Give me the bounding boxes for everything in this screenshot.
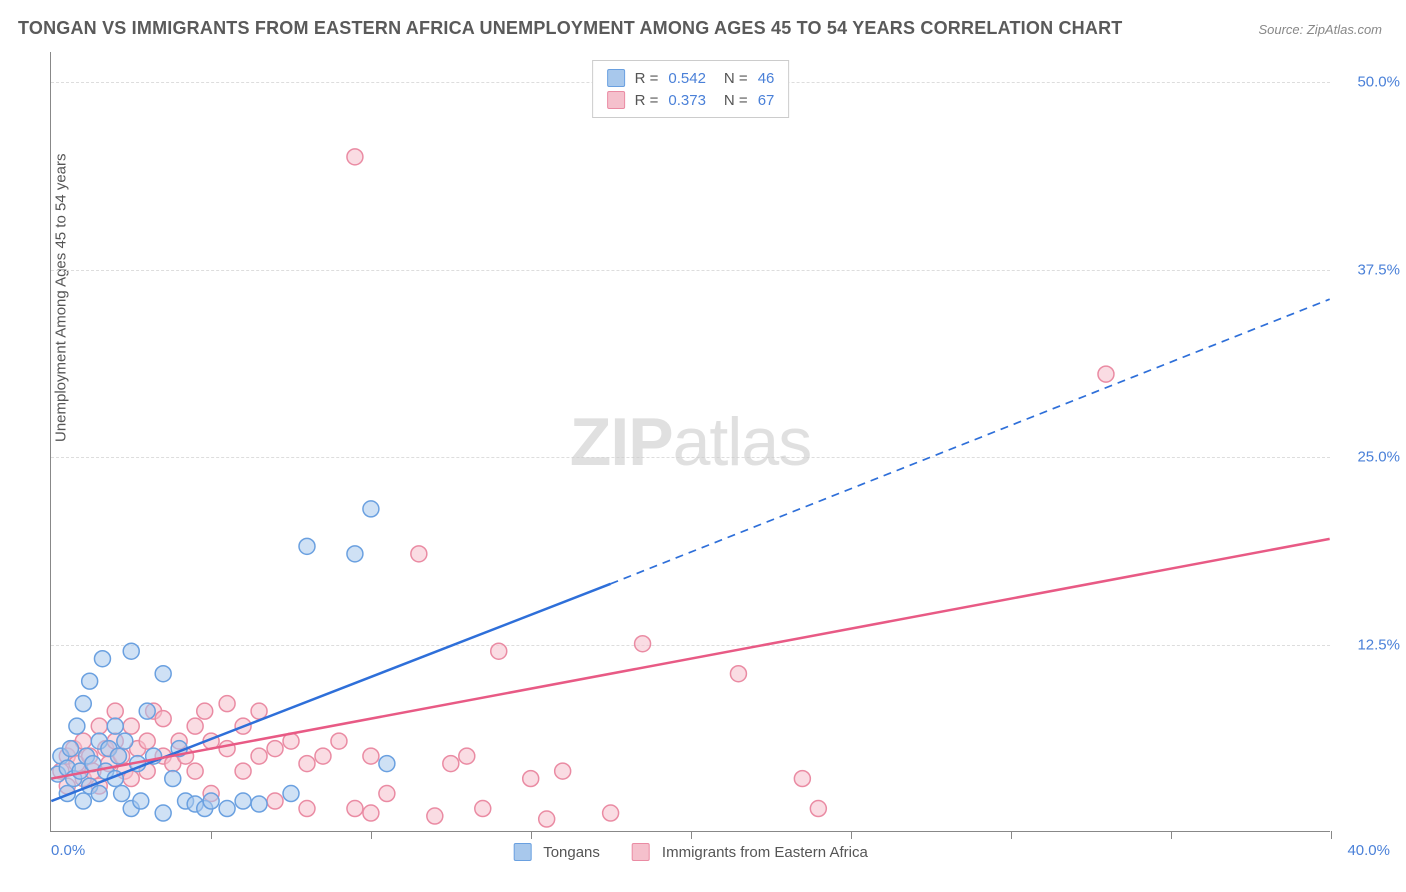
chart-source: Source: ZipAtlas.com <box>1258 22 1382 37</box>
legend-swatch-tongans-bottom <box>513 843 531 861</box>
legend-correlation: R = 0.542 N = 46 R = 0.373 N = 67 <box>592 60 790 118</box>
legend-row-tongans: R = 0.542 N = 46 <box>607 67 775 89</box>
legend-swatch-immigrants-bottom <box>632 843 650 861</box>
chart-title: TONGAN VS IMMIGRANTS FROM EASTERN AFRICA… <box>18 18 1122 39</box>
chart-svg <box>51 52 1330 831</box>
legend-swatch-tongans <box>607 69 625 87</box>
y-tick-label: 25.0% <box>1357 449 1400 466</box>
r-label: R = <box>635 70 659 87</box>
x-axis-max-label: 40.0% <box>1347 842 1390 859</box>
legend-series: Tongans Immigrants from Eastern Africa <box>513 843 868 861</box>
y-tick-label: 12.5% <box>1357 636 1400 653</box>
n-label: N = <box>724 70 748 87</box>
n-value-immigrants: 67 <box>758 92 775 109</box>
y-tick-label: 50.0% <box>1357 74 1400 91</box>
plot-area: Unemployment Among Ages 45 to 54 years Z… <box>50 52 1330 832</box>
r-value-tongans: 0.542 <box>668 70 706 87</box>
y-tick-label: 37.5% <box>1357 261 1400 278</box>
legend-label-tongans: Tongans <box>543 844 600 861</box>
n-label: N = <box>724 92 748 109</box>
legend-swatch-immigrants <box>607 91 625 109</box>
r-value-immigrants: 0.373 <box>668 92 706 109</box>
legend-row-immigrants: R = 0.373 N = 67 <box>607 89 775 111</box>
n-value-tongans: 46 <box>758 70 775 87</box>
legend-label-immigrants: Immigrants from Eastern Africa <box>662 844 868 861</box>
r-label: R = <box>635 92 659 109</box>
x-axis-min-label: 0.0% <box>51 842 85 859</box>
